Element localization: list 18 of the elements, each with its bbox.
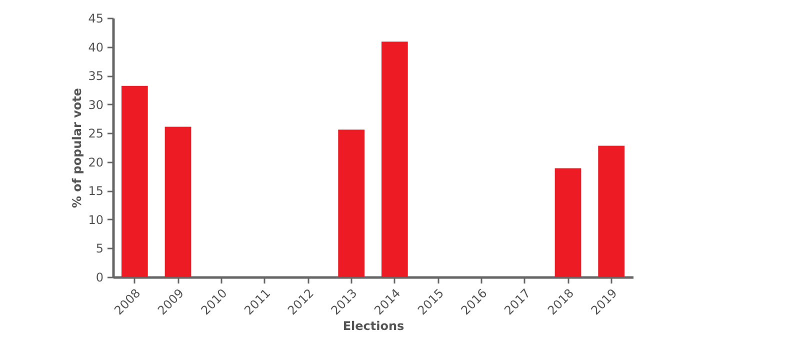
bar xyxy=(121,86,148,277)
bar xyxy=(338,130,365,277)
x-axis-title: Elections xyxy=(342,318,404,333)
y-tick-label: 15 xyxy=(88,184,104,198)
y-tick-label: 35 xyxy=(88,69,104,84)
bar xyxy=(164,126,192,277)
y-tick-label: 20 xyxy=(88,155,104,170)
y-tick-label: 5 xyxy=(96,242,104,256)
y-tick-label: 25 xyxy=(88,126,104,141)
bar xyxy=(598,146,625,277)
y-tick-label: 30 xyxy=(88,98,104,112)
bar xyxy=(381,42,408,277)
y-tick-label: 45 xyxy=(88,12,104,26)
bar xyxy=(554,168,582,277)
y-tick-label: 0 xyxy=(96,270,104,284)
y-tick-label: 40 xyxy=(88,40,104,54)
y-axis-title: % of popular vote xyxy=(70,88,84,208)
y-tick-label: 10 xyxy=(88,212,104,227)
